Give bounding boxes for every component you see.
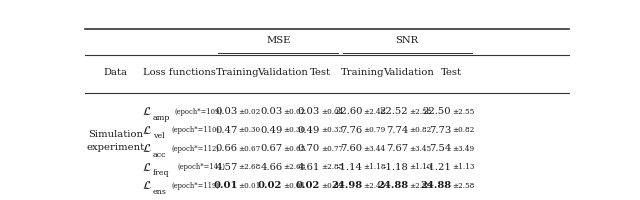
Text: Validation: Validation bbox=[383, 68, 434, 77]
Text: $\mathcal{L}$: $\mathcal{L}$ bbox=[142, 142, 152, 155]
Text: 7.54: 7.54 bbox=[429, 144, 451, 153]
Text: Training: Training bbox=[341, 68, 385, 77]
Text: ±3.49: ±3.49 bbox=[452, 145, 474, 153]
Text: 0.02: 0.02 bbox=[258, 181, 282, 190]
Text: 22.52: 22.52 bbox=[380, 107, 408, 116]
Text: Loss functions: Loss functions bbox=[143, 68, 216, 77]
Text: vel: vel bbox=[153, 132, 164, 140]
Text: 0.49: 0.49 bbox=[260, 126, 282, 135]
Text: ±0.67: ±0.67 bbox=[239, 145, 261, 153]
Text: ±0.01: ±0.01 bbox=[239, 182, 261, 190]
Text: (epoch*=141): (epoch*=141) bbox=[178, 163, 226, 171]
Text: ±3.45: ±3.45 bbox=[410, 145, 431, 153]
Text: ±0.82: ±0.82 bbox=[410, 126, 431, 134]
Text: 4.61: 4.61 bbox=[298, 163, 320, 172]
Text: ±3.44: ±3.44 bbox=[364, 145, 386, 153]
Text: 4.66: 4.66 bbox=[260, 163, 282, 172]
Text: -1.18: -1.18 bbox=[383, 163, 408, 172]
Text: ±2.59: ±2.59 bbox=[410, 182, 431, 190]
Text: 24.88: 24.88 bbox=[377, 181, 408, 190]
Text: (epoch*=112): (epoch*=112) bbox=[172, 145, 220, 153]
Text: ±1.13: ±1.13 bbox=[452, 163, 474, 171]
Text: ±2.55: ±2.55 bbox=[452, 108, 474, 116]
Text: ±2.58: ±2.58 bbox=[452, 182, 474, 190]
Text: ±1.18: ±1.18 bbox=[364, 163, 386, 171]
Text: ±2.85: ±2.85 bbox=[321, 163, 343, 171]
Text: ±2.68: ±2.68 bbox=[239, 163, 261, 171]
Text: Simulation
experiment: Simulation experiment bbox=[86, 130, 145, 152]
Text: (epoch*=119): (epoch*=119) bbox=[172, 182, 220, 190]
Text: ±0.79: ±0.79 bbox=[364, 126, 386, 134]
Text: 0.03: 0.03 bbox=[298, 107, 320, 116]
Text: ±2.45: ±2.45 bbox=[364, 182, 386, 190]
Text: (epoch*=109): (epoch*=109) bbox=[174, 108, 222, 116]
Text: Test: Test bbox=[440, 68, 461, 77]
Text: ±0.04: ±0.04 bbox=[321, 108, 343, 116]
Text: $\mathcal{L}$: $\mathcal{L}$ bbox=[142, 179, 152, 192]
Text: $\mathcal{L}$: $\mathcal{L}$ bbox=[142, 124, 152, 137]
Text: 0.03: 0.03 bbox=[216, 107, 237, 116]
Text: ens: ens bbox=[153, 188, 167, 196]
Text: 0.03: 0.03 bbox=[260, 107, 282, 116]
Text: ±2.58: ±2.58 bbox=[410, 108, 431, 116]
Text: 22.60: 22.60 bbox=[334, 107, 363, 116]
Text: ±2.48: ±2.48 bbox=[364, 108, 386, 116]
Text: 0.02: 0.02 bbox=[296, 181, 320, 190]
Text: ±0.30: ±0.30 bbox=[239, 126, 261, 134]
Text: ±0.30: ±0.30 bbox=[284, 126, 305, 134]
Text: MSE: MSE bbox=[266, 36, 291, 45]
Text: ±0.33: ±0.33 bbox=[321, 126, 343, 134]
Text: ±0.65: ±0.65 bbox=[284, 145, 306, 153]
Text: ±2.68: ±2.68 bbox=[284, 163, 306, 171]
Text: amp: amp bbox=[153, 114, 170, 122]
Text: 0.70: 0.70 bbox=[298, 144, 320, 153]
Text: $\mathcal{L}$: $\mathcal{L}$ bbox=[142, 161, 152, 174]
Text: 0.47: 0.47 bbox=[215, 126, 237, 135]
Text: freq: freq bbox=[153, 169, 170, 177]
Text: 7.74: 7.74 bbox=[386, 126, 408, 135]
Text: 7.76: 7.76 bbox=[340, 126, 363, 135]
Text: (epoch*=110): (epoch*=110) bbox=[172, 126, 220, 134]
Text: ±0.02: ±0.02 bbox=[321, 182, 343, 190]
Text: ±1.10: ±1.10 bbox=[410, 163, 432, 171]
Text: SNR: SNR bbox=[396, 36, 419, 45]
Text: acc: acc bbox=[153, 151, 166, 159]
Text: 0.49: 0.49 bbox=[298, 126, 320, 135]
Text: Data: Data bbox=[104, 68, 128, 77]
Text: -1.21: -1.21 bbox=[425, 163, 451, 172]
Text: 24.88: 24.88 bbox=[420, 181, 451, 190]
Text: ±0.77: ±0.77 bbox=[321, 145, 343, 153]
Text: -1.14: -1.14 bbox=[337, 163, 363, 172]
Text: 0.01: 0.01 bbox=[213, 181, 237, 190]
Text: 7.60: 7.60 bbox=[340, 144, 363, 153]
Text: 7.73: 7.73 bbox=[429, 126, 451, 135]
Text: ±0.02: ±0.02 bbox=[239, 108, 261, 116]
Text: Validation: Validation bbox=[257, 68, 308, 77]
Text: 0.67: 0.67 bbox=[260, 144, 282, 153]
Text: ±0.01: ±0.01 bbox=[284, 182, 306, 190]
Text: Training: Training bbox=[216, 68, 259, 77]
Text: ±0.02: ±0.02 bbox=[284, 108, 306, 116]
Text: 7.67: 7.67 bbox=[386, 144, 408, 153]
Text: 22.50: 22.50 bbox=[422, 107, 451, 116]
Text: ±0.82: ±0.82 bbox=[452, 126, 474, 134]
Text: 0.66: 0.66 bbox=[216, 144, 237, 153]
Text: 4.57: 4.57 bbox=[215, 163, 237, 172]
Text: Test: Test bbox=[310, 68, 331, 77]
Text: 24.98: 24.98 bbox=[332, 181, 363, 190]
Text: $\mathcal{L}$: $\mathcal{L}$ bbox=[142, 105, 152, 118]
